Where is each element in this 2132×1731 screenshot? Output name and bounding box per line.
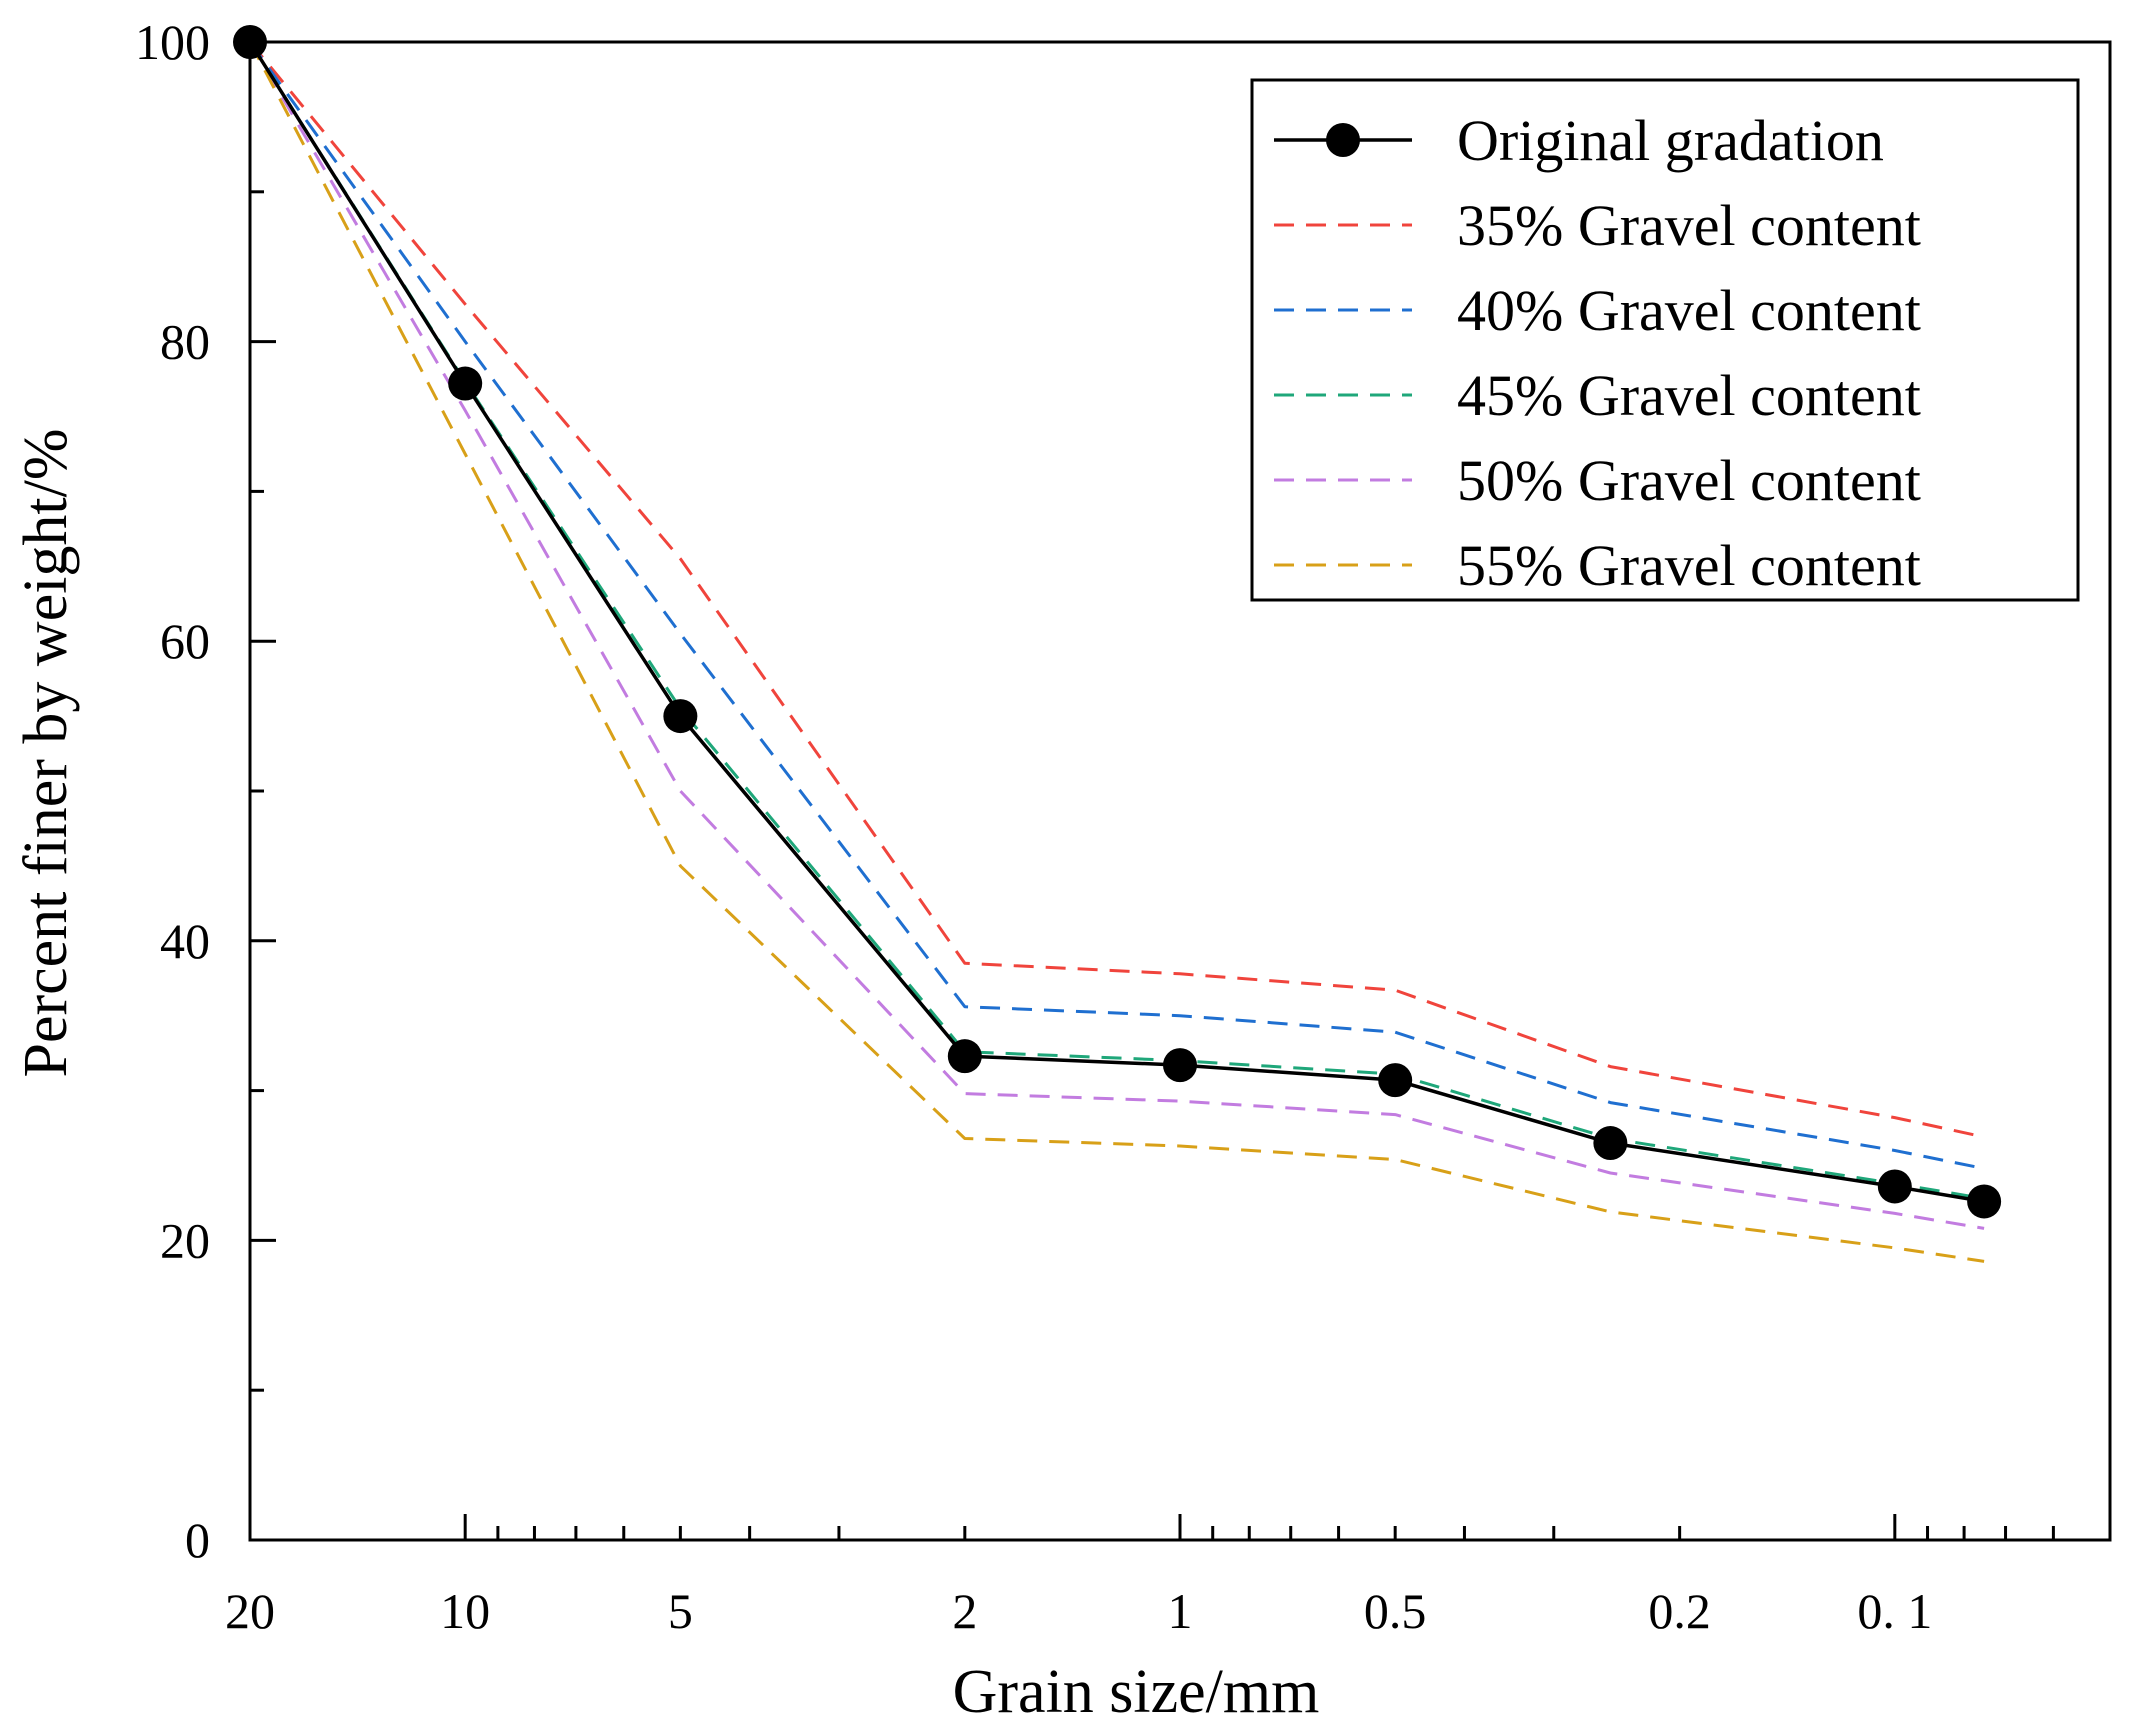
y-tick-label: 60 xyxy=(160,613,210,669)
data-point xyxy=(663,699,698,734)
series-layer xyxy=(233,25,2002,1263)
x-axis-title: Grain size/mm xyxy=(953,1658,1320,1726)
x-tick-label: 1 xyxy=(1168,1583,1193,1639)
y-axis: 0 20 40 60 80 100 xyxy=(135,14,276,1568)
data-point xyxy=(1967,1184,2002,1219)
series-line-55-gravel-content xyxy=(248,41,1985,1263)
series-line-50-gravel-content xyxy=(248,41,1985,1230)
legend: Original gradation 35% Gravel content 40% … xyxy=(1250,78,2080,602)
x-tick-label: 0.5 xyxy=(1364,1583,1427,1639)
y-tick-label: 40 xyxy=(160,913,210,969)
x-tick-label: 0.2 xyxy=(1648,1583,1711,1639)
legend-label: 35% Gravel content xyxy=(1457,193,1921,258)
x-tick-label: 0. 1 xyxy=(1857,1583,1932,1639)
data-point xyxy=(1593,1126,1628,1161)
data-point xyxy=(1378,1063,1413,1098)
legend-label: Original gradation xyxy=(1457,108,1884,173)
y-tick-label: 100 xyxy=(135,14,210,70)
legend-label: 55% Gravel content xyxy=(1457,533,1921,598)
x-tick-label: 5 xyxy=(668,1583,693,1639)
y-tick-label: 0 xyxy=(185,1512,210,1568)
data-point xyxy=(448,366,483,401)
y-tick-label: 80 xyxy=(160,314,210,370)
y-tick-label: 20 xyxy=(160,1212,210,1268)
data-point xyxy=(1163,1048,1197,1083)
x-axis: 20 10 5 2 1 0.5 0.2 0. 1 xyxy=(225,1514,2112,1639)
legend-label: 50% Gravel content xyxy=(1457,448,1921,513)
data-point xyxy=(947,1039,982,1074)
data-point xyxy=(1877,1169,1912,1204)
legend-box xyxy=(1250,78,2080,602)
series-line-35-gravel-content xyxy=(248,41,1985,1139)
legend-label: 45% Gravel content xyxy=(1457,363,1921,428)
series-line-40-gravel-content xyxy=(248,41,1985,1170)
x-tick-label: 2 xyxy=(952,1583,977,1639)
legend-label: 40% Gravel content xyxy=(1457,278,1921,343)
legend-marker xyxy=(1326,123,1360,157)
x-tick-label: 10 xyxy=(440,1583,490,1639)
y-axis-title: Percent finer by weight/% xyxy=(12,428,80,1077)
x-tick-label: 20 xyxy=(225,1583,275,1639)
